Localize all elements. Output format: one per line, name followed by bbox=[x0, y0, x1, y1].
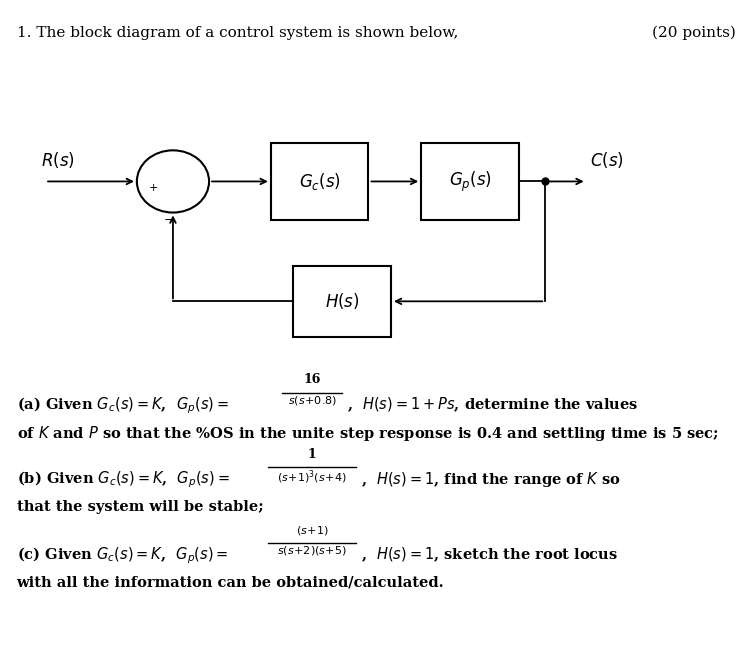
Text: ,  $H(s) = 1$, sketch the root locus: , $H(s) = 1$, sketch the root locus bbox=[361, 546, 618, 564]
Text: (a) Given $G_c(s) = K$,  $G_p(s) = $: (a) Given $G_c(s) = K$, $G_p(s) = $ bbox=[17, 395, 229, 416]
Text: that the system will be stable;: that the system will be stable; bbox=[17, 500, 263, 515]
Text: $s(s\!+\!2)(s\!+\!5)$: $s(s\!+\!2)(s\!+\!5)$ bbox=[277, 544, 347, 557]
Text: $G_p(s)$: $G_p(s)$ bbox=[448, 169, 492, 194]
Text: of $K$ and $P$ so that the %OS in the unite step response is 0.4 and settling ti: of $K$ and $P$ so that the %OS in the un… bbox=[17, 424, 719, 443]
Text: $s(s\!+\!0.8)$: $s(s\!+\!0.8)$ bbox=[288, 394, 336, 407]
Text: (20 points): (20 points) bbox=[651, 26, 735, 40]
Bar bbox=[293, 266, 391, 337]
Text: (b) Given $G_c(s) = K$,  $G_p(s) = $: (b) Given $G_c(s) = K$, $G_p(s) = $ bbox=[17, 470, 229, 491]
Text: ,  $H(s) = 1 + Ps$, determine the values: , $H(s) = 1 + Ps$, determine the values bbox=[347, 395, 638, 414]
Text: −: − bbox=[164, 214, 174, 227]
Text: +: + bbox=[148, 183, 158, 192]
Text: with all the information can be obtained/calculated.: with all the information can be obtained… bbox=[17, 575, 444, 590]
Bar bbox=[421, 143, 519, 220]
Text: $(s\!+\!1)$: $(s\!+\!1)$ bbox=[296, 524, 329, 537]
Bar bbox=[271, 143, 368, 220]
Text: $C(s)$: $C(s)$ bbox=[590, 150, 624, 170]
Text: 1: 1 bbox=[308, 448, 317, 461]
Text: 16: 16 bbox=[303, 373, 321, 386]
Text: $R(s)$: $R(s)$ bbox=[41, 150, 75, 170]
Text: $H(s)$: $H(s)$ bbox=[325, 292, 359, 311]
Text: $G_c(s)$: $G_c(s)$ bbox=[299, 171, 341, 192]
Text: 1. The block diagram of a control system is shown below,: 1. The block diagram of a control system… bbox=[17, 26, 458, 40]
Text: (c) Given $G_c(s) = K$,  $G_p(s) = $: (c) Given $G_c(s) = K$, $G_p(s) = $ bbox=[17, 546, 228, 566]
Text: ,  $H(s) = 1$, find the range of $K$ so: , $H(s) = 1$, find the range of $K$ so bbox=[361, 470, 621, 489]
Text: $(s\!+\!1)^3(s\!+\!4)$: $(s\!+\!1)^3(s\!+\!4)$ bbox=[277, 469, 347, 486]
